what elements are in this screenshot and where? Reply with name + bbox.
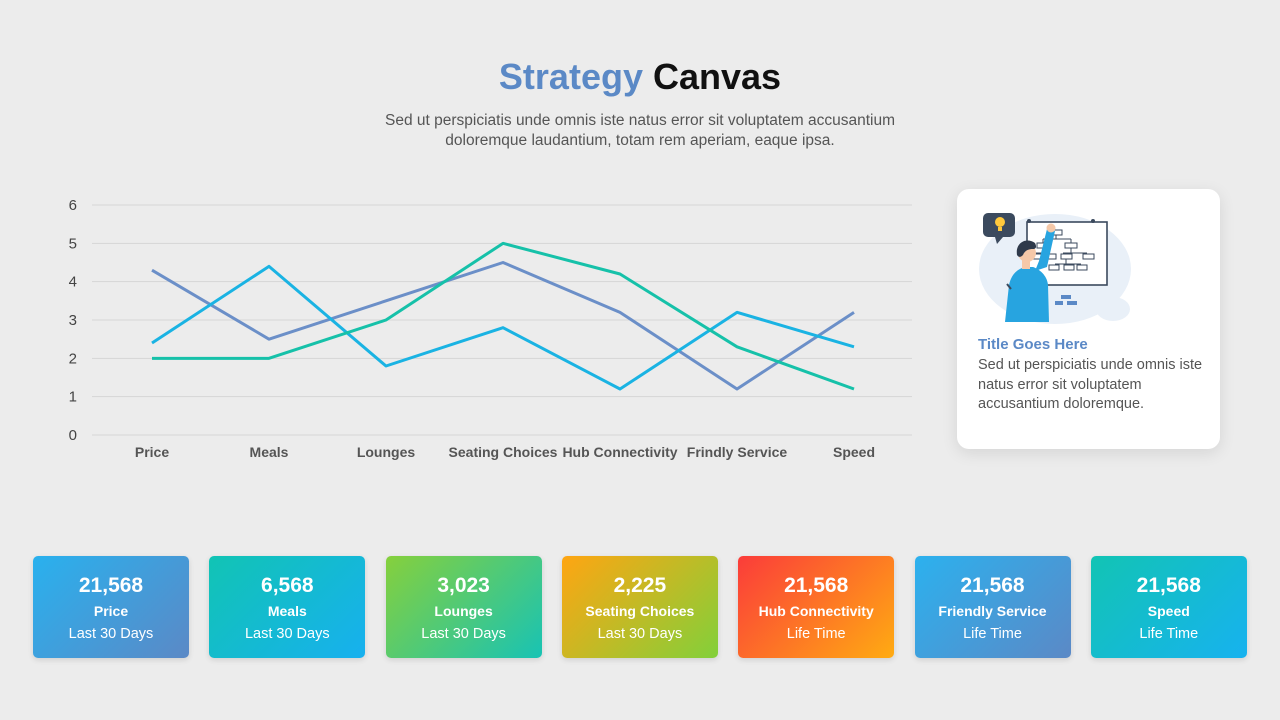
- stat-card: 21,568 Hub Connectivity Life Time: [738, 556, 895, 658]
- y-tick-label: 4: [69, 274, 77, 291]
- stat-value: 21,568: [78, 574, 144, 597]
- stat-label: Price: [93, 603, 129, 619]
- title-main: Canvas: [653, 56, 782, 97]
- stat-value: 21,568: [960, 574, 1025, 597]
- y-tick-label: 6: [69, 197, 77, 214]
- x-tick-label: Lounges: [357, 444, 416, 460]
- stat-value: 2,225: [613, 574, 667, 597]
- series-line-3: [152, 241, 855, 391]
- x-tick-label: Frindly Service: [687, 444, 788, 460]
- title-accent: Strategy: [498, 56, 643, 97]
- stat-card: 21,568 Friendly Service Life Time: [914, 556, 1071, 658]
- stat-value: 21,568: [784, 574, 849, 597]
- stat-label: Seating Choices: [585, 603, 695, 619]
- card-text: Sed ut perspiciatis unde omnis iste natu…: [978, 357, 1203, 412]
- series-line-2: [151, 264, 855, 391]
- subtitle-line-2: doloremque laudantium, totam rem aperiam…: [445, 132, 835, 149]
- stat-card: 3,023 Lounges Last 30 Days: [385, 556, 542, 658]
- stat-label: Hub Connectivity: [758, 603, 874, 619]
- stat-card: 2,225 Seating Choices Last 30 Days: [561, 556, 718, 658]
- stat-card: 21,568 Price Last 30 Days: [33, 556, 189, 658]
- y-tick-label: 0: [69, 427, 77, 444]
- x-tick-label: Seating Choices: [449, 444, 558, 460]
- stat-period: Life Time: [1139, 626, 1199, 642]
- x-tick-label: Meals: [250, 444, 289, 460]
- presenter-illustration: [979, 213, 1131, 324]
- strategy-line-chart: 0 1 2 3 4 5 6 Price Meals Lounges Seating Choices H…: [69, 197, 912, 460]
- stat-value: 3,023: [437, 574, 490, 597]
- series-line-1: [151, 261, 855, 391]
- stat-period: Life Time: [786, 626, 846, 642]
- y-tick-label: 5: [69, 235, 77, 252]
- info-card: Title Goes Here Sed ut perspiciatis unde…: [957, 189, 1220, 449]
- y-tick-label: 2: [69, 350, 77, 367]
- page-title: Strategy Canvas: [0, 56, 1280, 98]
- stat-period: Life Time: [963, 626, 1022, 642]
- stat-label: Friendly Service: [938, 603, 1047, 619]
- stat-label: Meals: [267, 603, 307, 619]
- x-tick-label: Hub Connectivity: [562, 444, 677, 460]
- card-title: Title Goes Here: [978, 336, 1088, 353]
- y-tick-label: 3: [69, 312, 77, 329]
- stat-label: Speed: [1147, 603, 1190, 619]
- x-tick-label: Price: [135, 444, 169, 460]
- page-subtitle: Sed ut perspiciatis unde omnis iste natu…: [340, 111, 940, 151]
- stat-value: 6,568: [261, 574, 314, 597]
- stat-label: Lounges: [434, 603, 493, 619]
- stat-period: Last 30 Days: [68, 626, 154, 642]
- x-tick-label: Speed: [833, 444, 875, 460]
- stat-value: 21,568: [1136, 574, 1201, 597]
- stat-period: Last 30 Days: [244, 626, 330, 642]
- y-tick-label: 1: [69, 389, 77, 406]
- stat-period: Last 30 Days: [421, 626, 506, 642]
- stat-period: Last 30 Days: [597, 626, 683, 642]
- subtitle-line-1: Sed ut perspiciatis unde omnis iste natu…: [384, 112, 896, 129]
- stat-card: 21,568 Speed Life Time: [1090, 556, 1247, 658]
- stat-card: 6,568 Meals Last 30 Days: [209, 556, 366, 658]
